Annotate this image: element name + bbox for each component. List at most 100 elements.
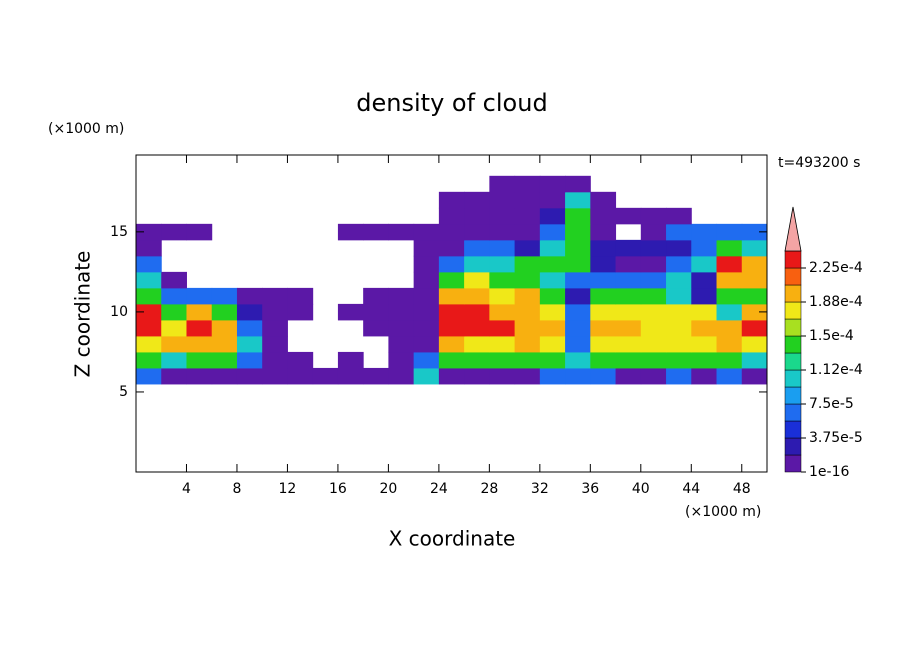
contour-cell	[262, 351, 288, 369]
x-tick-label: 16	[329, 481, 347, 497]
contour-cell	[590, 239, 617, 257]
contour-cell	[716, 255, 743, 273]
contour-cell	[565, 367, 591, 385]
contour-cell	[186, 223, 213, 241]
colorbar-tick-label: 7.5e-5	[809, 396, 854, 412]
contour-cell	[539, 351, 566, 369]
contour-cell	[186, 351, 213, 369]
contour-cell	[565, 239, 591, 257]
contour-cell	[666, 367, 692, 385]
contour-cell	[464, 335, 490, 353]
colorbar-box	[784, 301, 802, 320]
colorbar-tick-label: 1.5e-4	[809, 328, 854, 344]
contour-cell	[716, 335, 743, 353]
colorbar-box	[784, 369, 802, 388]
contour-cell	[741, 287, 768, 305]
contour-cell	[565, 335, 591, 353]
contour-cell	[136, 239, 162, 257]
x-axis-label: X coordinate	[389, 527, 516, 551]
colorbar-box	[784, 335, 802, 354]
contour-cell	[640, 239, 667, 257]
colorbar-box	[784, 437, 802, 456]
contour-cell	[565, 175, 591, 193]
y-axis-label: Z coordinate	[71, 251, 95, 378]
contour-cell	[514, 191, 541, 209]
contour-cell	[337, 351, 364, 369]
contour-cell	[489, 255, 516, 273]
contour-cell	[136, 367, 162, 385]
contour-cell	[236, 287, 263, 305]
contour-cell	[666, 255, 692, 273]
contour-cell	[438, 303, 465, 321]
x-tick-label: 48	[733, 481, 751, 497]
contour-cell	[615, 239, 642, 257]
contour-cell	[337, 303, 364, 321]
contour-cell	[186, 335, 213, 353]
colorbar-tick-label: 1e-16	[809, 464, 849, 480]
contour-cell	[565, 287, 591, 305]
contour-cell	[413, 271, 440, 289]
contour-cell	[136, 271, 162, 289]
contour-cell	[438, 367, 465, 385]
contour-cell	[211, 335, 238, 353]
contour-cell	[615, 367, 642, 385]
contour-cell	[489, 287, 516, 305]
contour-cell	[161, 335, 187, 353]
contour-cell	[312, 367, 339, 385]
contour-cell	[464, 191, 490, 209]
contour-cell	[514, 271, 541, 289]
colorbar-box	[784, 386, 802, 405]
contour-cell	[464, 271, 490, 289]
contour-cell	[363, 287, 389, 305]
contour-cell	[514, 319, 541, 337]
contour-cell	[489, 239, 516, 257]
contour-cell	[438, 287, 465, 305]
contour-cell	[590, 319, 617, 337]
contour-cell	[136, 319, 162, 337]
contour-cell	[388, 223, 415, 241]
contour-cell	[716, 367, 743, 385]
contour-cell	[615, 335, 642, 353]
contour-cell	[640, 351, 667, 369]
contour-cell	[615, 255, 642, 273]
contour-cell	[565, 303, 591, 321]
contour-cell	[438, 239, 465, 257]
contour-cell	[262, 303, 288, 321]
contour-cell	[691, 239, 718, 257]
contour-cell	[666, 335, 692, 353]
contour-cell	[514, 303, 541, 321]
colorbar-tick-label: 3.75e-5	[809, 430, 863, 446]
x-tick-label: 44	[682, 481, 700, 497]
contour-cell	[741, 223, 768, 241]
contour-cell	[590, 303, 617, 321]
contour-cell	[615, 271, 642, 289]
contour-cell	[211, 303, 238, 321]
contour-cell	[489, 319, 516, 337]
contour-cell	[741, 255, 768, 273]
contour-cell	[186, 287, 213, 305]
contour-cell	[716, 271, 743, 289]
contour-cell	[262, 367, 288, 385]
contour-cell	[161, 319, 187, 337]
contour-cell	[514, 207, 541, 225]
contour-cell	[363, 367, 389, 385]
contour-cell	[211, 351, 238, 369]
contour-cell	[539, 271, 566, 289]
contour-cell	[514, 175, 541, 193]
contour-cell	[590, 287, 617, 305]
x-tick-label: 28	[480, 481, 498, 497]
colorbar-tick-label: 1.12e-4	[809, 362, 863, 378]
contour-cell	[666, 351, 692, 369]
contour-cell	[464, 239, 490, 257]
contour-cell	[590, 351, 617, 369]
contour-cell	[262, 335, 288, 353]
colorbar-box	[784, 403, 802, 422]
contour-cell	[388, 287, 415, 305]
contour-cell	[161, 223, 187, 241]
contour-cell	[236, 351, 263, 369]
contour-cell	[565, 223, 591, 241]
contour-cell	[666, 207, 692, 225]
contour-cell	[539, 191, 566, 209]
contour-cell	[539, 175, 566, 193]
